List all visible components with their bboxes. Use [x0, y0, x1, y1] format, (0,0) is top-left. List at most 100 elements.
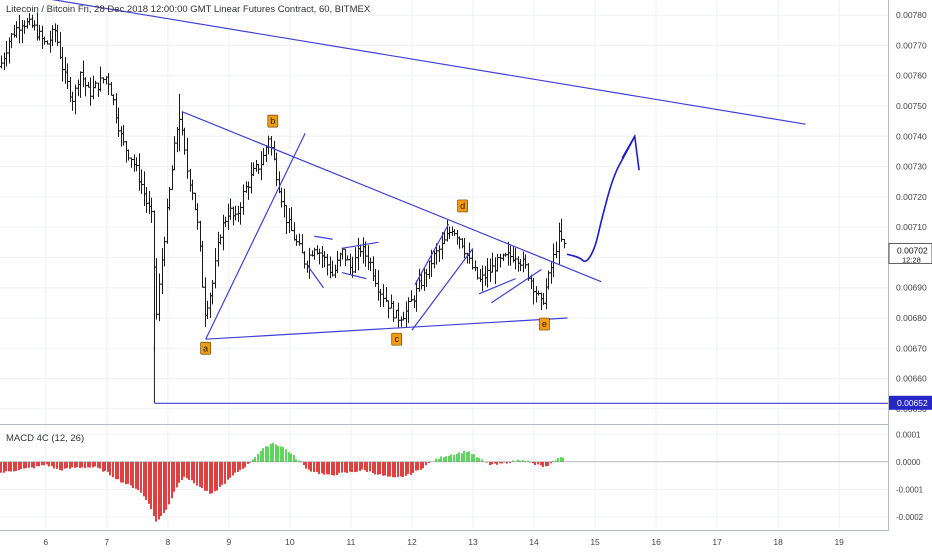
grid-lines: [0, 0, 888, 528]
macd-bar: [318, 461, 320, 474]
macd-bar: [237, 461, 239, 473]
time-tick-label: 8: [165, 537, 170, 547]
wave-label-box: [539, 317, 550, 331]
price-tick-label: 0.00720: [896, 192, 927, 202]
macd-bar: [310, 461, 312, 472]
macd-bar: [115, 461, 117, 480]
macd-bar: [461, 453, 463, 462]
macd-bar: [173, 461, 175, 492]
macd-bar: [522, 460, 524, 462]
macd-bar: [537, 461, 539, 465]
macd-bar: [3, 461, 5, 473]
macd-bar: [489, 461, 491, 466]
macd-bar: [560, 457, 562, 462]
macd-bar: [405, 461, 407, 476]
macd-bar: [211, 461, 213, 494]
macd-bar: [140, 461, 142, 493]
macd-bar: [186, 461, 188, 479]
macd-title: MACD 4C (12, 26): [6, 433, 84, 444]
macd-bar: [364, 461, 366, 471]
macd-bar: [46, 461, 48, 465]
price-tick-label: 0.00740: [896, 131, 927, 141]
macd-bar: [219, 461, 221, 487]
macd-bar: [178, 461, 180, 483]
macd-bar: [529, 461, 531, 463]
macd-bar: [392, 461, 394, 478]
macd-bar: [227, 461, 229, 480]
macd-bar: [494, 461, 496, 464]
projection-path: [566, 135, 636, 263]
macd-bar: [550, 461, 552, 464]
macd-bar: [524, 460, 526, 462]
macd-bar: [379, 461, 381, 475]
macd-bar: [0, 461, 2, 473]
macd-bar: [499, 461, 501, 464]
macd-bar: [89, 461, 91, 468]
macd-bar: [280, 446, 282, 462]
macd-bar: [412, 461, 414, 473]
macd-bar: [69, 461, 71, 469]
macd-bar: [257, 453, 259, 462]
macd-bar: [79, 461, 81, 468]
macd-bar: [209, 461, 211, 494]
price-tick-label: 0.00750: [896, 101, 927, 111]
macd-bar: [552, 460, 554, 462]
macd-bar: [496, 461, 498, 465]
macd-bar: [244, 461, 246, 468]
macd-bar: [400, 461, 402, 477]
macd-bar: [298, 460, 300, 462]
level-price-badge: [889, 395, 932, 410]
macd-bar: [81, 461, 83, 468]
macd-bar: [199, 461, 201, 487]
macd-bar: [366, 461, 368, 472]
macd-bar: [326, 461, 328, 475]
macd-bar: [125, 461, 127, 485]
macd-bar: [440, 456, 442, 462]
macd-bar: [282, 447, 284, 462]
macd-axis-labels: 0.0001 0.0000 -0.0001 -0.0002: [896, 430, 924, 522]
macd-bar: [53, 461, 55, 469]
macd-bar: [36, 461, 38, 467]
macd-bar: [293, 455, 295, 462]
macd-bar: [224, 461, 226, 484]
macd-bar: [232, 461, 234, 476]
macd-bar: [13, 461, 15, 472]
macd-bar: [476, 457, 478, 462]
macd-bar: [354, 461, 356, 473]
macd-bar: [463, 450, 465, 462]
macd-bar: [448, 455, 450, 462]
macd-bar: [260, 450, 262, 462]
macd-bar: [303, 461, 305, 466]
macd-bar: [265, 446, 267, 462]
price-tick-label: 0.00660: [896, 374, 927, 384]
macd-bar: [104, 461, 106, 472]
macd-bar: [10, 461, 12, 472]
macd-bar: [349, 461, 351, 472]
macd-bar: [247, 461, 249, 464]
price-tick-label: 0.00780: [896, 10, 927, 20]
countdown-label: 12:28: [902, 255, 921, 264]
macd-bar: [109, 461, 111, 476]
macd-bar: [478, 458, 480, 462]
macd-bar: [321, 461, 323, 474]
macd-bar: [346, 461, 348, 473]
macd-bar: [394, 461, 396, 478]
macd-bar: [143, 461, 145, 497]
macd-bar: [221, 461, 223, 485]
macd-bar: [102, 461, 104, 472]
price-tick-label: 0.00670: [896, 343, 927, 353]
wave-label-c: c: [391, 332, 403, 346]
macd-bar: [132, 461, 134, 489]
macd-bar: [43, 461, 45, 466]
macd-bar: [468, 451, 470, 462]
macd-bar: [305, 461, 307, 469]
macd-bar: [25, 461, 27, 468]
macd-bar: [137, 461, 139, 491]
wave-label-text: d: [460, 201, 465, 211]
price-tick-label: 0.00760: [896, 71, 927, 81]
macd-bar: [59, 461, 61, 470]
macd-bar: [420, 461, 422, 470]
price-tick-label: 0.00770: [896, 40, 927, 50]
